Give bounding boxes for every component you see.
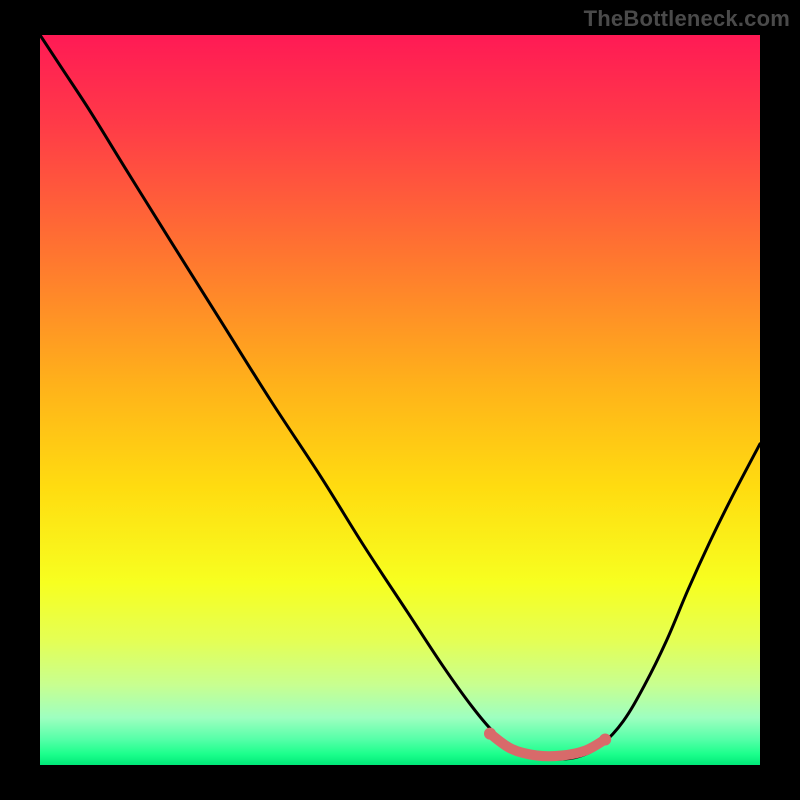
- chart-frame: TheBottleneck.com: [0, 0, 800, 800]
- bottleneck-curve-chart: [0, 0, 800, 800]
- watermark-text: TheBottleneck.com: [584, 6, 790, 32]
- highlight-endpoint-dot: [484, 728, 496, 740]
- highlight-endpoint-dot: [599, 733, 611, 745]
- gradient-background: [40, 35, 760, 765]
